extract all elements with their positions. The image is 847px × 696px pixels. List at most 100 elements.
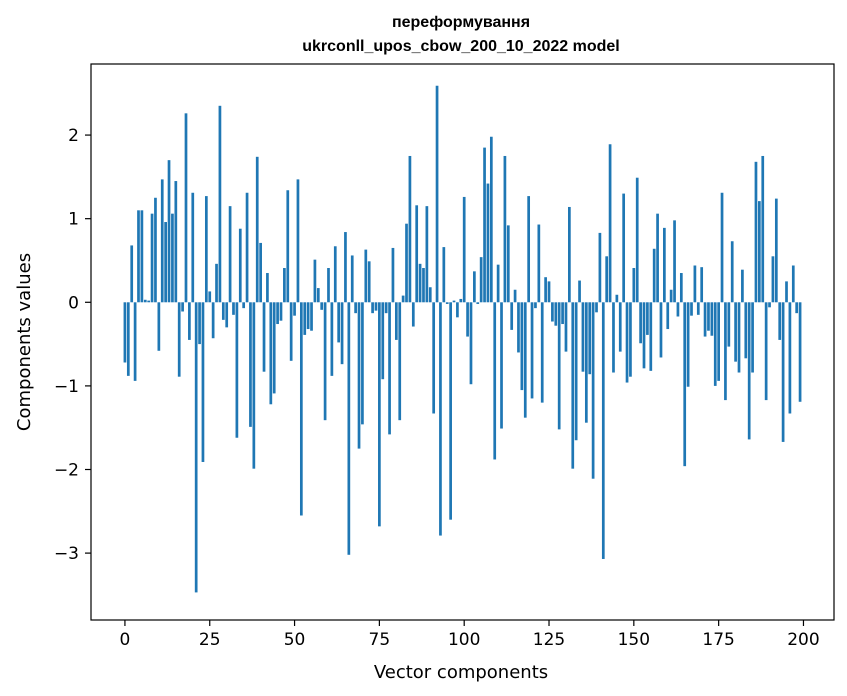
bar xyxy=(646,302,649,335)
bar xyxy=(534,302,537,309)
bar xyxy=(605,256,609,303)
bar xyxy=(323,302,327,421)
x-tick-label: 100 xyxy=(448,630,480,650)
bar xyxy=(398,302,402,421)
x-tick-label: 125 xyxy=(533,630,565,650)
bar xyxy=(130,245,134,303)
bar xyxy=(696,302,700,315)
bar xyxy=(316,288,320,303)
bar xyxy=(690,302,693,316)
bar xyxy=(663,227,666,303)
bar xyxy=(133,302,137,381)
bar xyxy=(456,302,459,318)
bar xyxy=(137,210,140,303)
bar xyxy=(269,302,273,405)
bar xyxy=(656,213,659,303)
x-tick-label: 175 xyxy=(702,630,734,650)
y-tick-label: −1 xyxy=(54,377,79,397)
bar xyxy=(554,302,558,326)
bar xyxy=(181,302,184,312)
bar xyxy=(642,302,646,369)
bar xyxy=(693,265,697,303)
bar xyxy=(724,302,727,401)
y-tick-label: 1 xyxy=(68,210,79,230)
bar xyxy=(625,302,629,383)
bar xyxy=(561,302,564,325)
bar xyxy=(249,302,252,427)
bar xyxy=(635,177,639,303)
bar xyxy=(422,268,425,303)
bar xyxy=(201,302,205,462)
bar xyxy=(347,302,351,555)
bar xyxy=(608,144,612,303)
bar xyxy=(394,302,398,340)
bar xyxy=(157,302,161,351)
bar xyxy=(452,300,456,303)
bar xyxy=(313,259,317,303)
bar xyxy=(761,155,765,303)
bar xyxy=(581,302,585,372)
bar xyxy=(279,302,283,321)
bar xyxy=(333,246,337,303)
bar xyxy=(198,302,201,345)
bar xyxy=(299,302,303,516)
bar xyxy=(639,302,642,344)
bar xyxy=(374,302,378,311)
bar xyxy=(140,210,144,303)
bar xyxy=(466,302,469,337)
y-axis-label: Components values xyxy=(14,253,35,431)
bar xyxy=(506,225,510,303)
bar xyxy=(768,302,771,308)
bar xyxy=(381,302,385,380)
bar xyxy=(612,302,615,373)
bar xyxy=(500,302,503,429)
bar xyxy=(598,232,602,303)
bar xyxy=(411,302,415,327)
bar xyxy=(510,302,514,330)
x-tick-label: 0 xyxy=(120,630,131,650)
bar xyxy=(615,294,619,303)
bar xyxy=(584,302,588,423)
bar xyxy=(401,295,405,303)
bar xyxy=(276,302,279,325)
x-tick-label: 200 xyxy=(787,630,819,650)
bar xyxy=(225,302,229,328)
bar xyxy=(171,213,174,303)
bar xyxy=(686,302,690,387)
bar xyxy=(435,85,439,303)
bar xyxy=(221,302,225,320)
bar xyxy=(791,265,795,303)
bar xyxy=(652,248,656,303)
bar xyxy=(727,302,731,347)
bar xyxy=(547,281,551,303)
bar xyxy=(754,161,758,303)
bar xyxy=(320,302,324,310)
chart-title: переформування xyxy=(392,14,530,31)
bar xyxy=(476,302,480,304)
bar xyxy=(557,302,561,430)
bar xyxy=(700,267,704,303)
bar xyxy=(574,302,578,441)
bar xyxy=(350,255,354,303)
bar xyxy=(147,300,151,303)
bar xyxy=(177,302,181,377)
bar xyxy=(523,302,527,418)
x-tick-label: 25 xyxy=(199,630,221,650)
bar xyxy=(391,247,395,303)
bar xyxy=(595,302,598,313)
bar xyxy=(751,302,754,373)
bar xyxy=(537,224,541,303)
bar xyxy=(679,273,683,303)
x-axis: 0 25 50 75 100 125 150 175 200 xyxy=(120,620,820,650)
bar xyxy=(622,193,626,303)
bar xyxy=(713,302,717,386)
bar xyxy=(340,302,344,365)
bar xyxy=(666,302,670,330)
bar xyxy=(327,268,330,303)
bar xyxy=(330,302,334,376)
bar xyxy=(418,263,422,303)
bar xyxy=(798,302,802,402)
bar xyxy=(296,179,300,303)
bar xyxy=(629,302,632,377)
bar xyxy=(673,220,676,303)
